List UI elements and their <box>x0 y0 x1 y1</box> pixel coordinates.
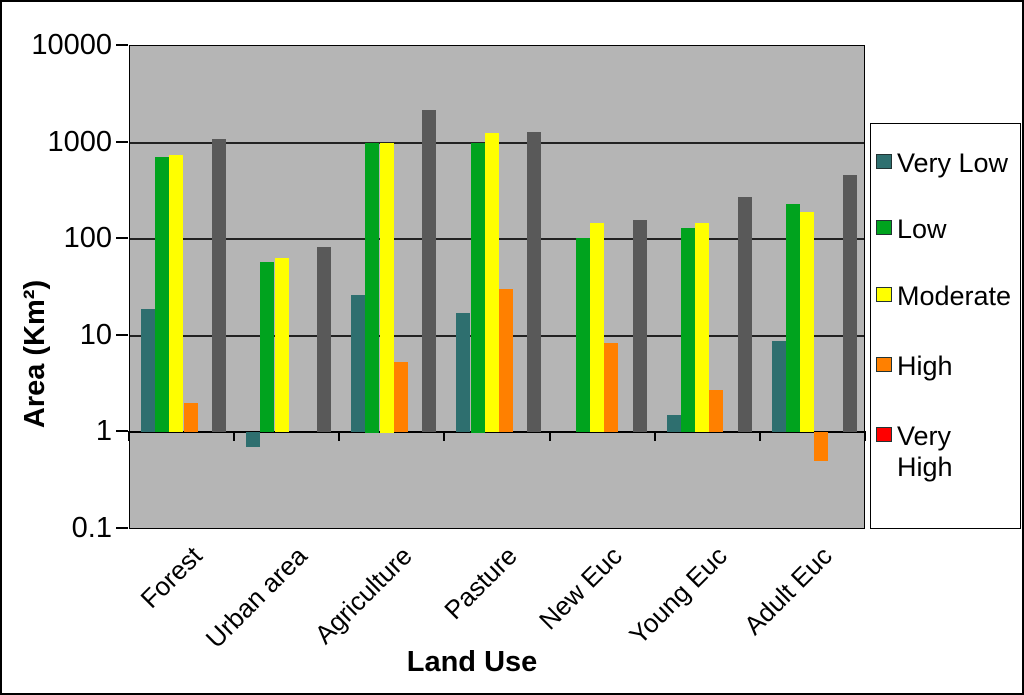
bar-low-forest <box>155 157 169 432</box>
bar-high-forest <box>184 403 198 432</box>
x-axis-tick-0 <box>128 431 130 441</box>
legend-item-moderate: Moderate <box>876 281 1011 312</box>
y-axis-tick-label-10000: 10000 <box>31 29 112 61</box>
y-axis-tick-label-1000: 1000 <box>47 126 112 158</box>
bar-unlabeled-young-euc <box>738 197 752 432</box>
bar-high-young-euc <box>709 390 723 432</box>
bar-low-pasture <box>471 143 485 433</box>
x-axis-title: Land Use <box>406 646 538 678</box>
bar-very-low-young-euc <box>667 415 681 432</box>
y-axis-tick-10 <box>116 334 128 336</box>
bar-very-low-adult-euc <box>772 341 786 432</box>
x-axis-tick-6 <box>759 431 761 441</box>
legend: Very Low Low Moderate High Very High <box>870 123 1021 529</box>
legend-item-very-low: Very Low <box>876 148 1008 179</box>
bar-low-new-euc <box>576 238 590 432</box>
bar-moderate-urban-area <box>275 258 289 432</box>
bar-high-agriculture <box>394 362 408 432</box>
bar-high-pasture <box>499 289 513 432</box>
legend-swatch-very-low <box>876 154 892 169</box>
x-axis-tick-3 <box>443 431 445 441</box>
y-axis-tick-100 <box>116 237 128 239</box>
x-axis-line <box>130 431 864 433</box>
x-axis-tick-1 <box>233 431 235 441</box>
bar-moderate-pasture <box>485 133 499 432</box>
bar-low-agriculture <box>365 143 379 433</box>
legend-label-moderate: Moderate <box>897 281 1012 311</box>
y-axis-tick-label-10: 10 <box>79 319 112 351</box>
y-axis-tick-label-100: 100 <box>63 222 112 254</box>
bar-moderate-adult-euc <box>800 212 814 432</box>
y-axis-tick-1 <box>116 430 128 432</box>
bar-unlabeled-forest <box>212 139 226 432</box>
bar-moderate-agriculture <box>380 143 394 433</box>
x-axis-tick-5 <box>654 431 656 441</box>
y-axis-tick-10000 <box>116 44 128 46</box>
y-axis-tick-label-1: 1 <box>95 415 112 447</box>
bar-very-low-forest <box>141 309 155 432</box>
legend-swatch-very-high <box>876 427 892 442</box>
bar-high-adult-euc <box>814 432 828 461</box>
legend-item-high: High <box>876 351 953 382</box>
x-axis-tick-7 <box>864 431 866 441</box>
legend-label-low: Low <box>897 214 947 244</box>
bar-low-urban-area <box>260 262 274 432</box>
bar-low-adult-euc <box>786 204 800 432</box>
plot-area <box>129 45 865 529</box>
legend-swatch-high <box>876 357 892 372</box>
bar-high-new-euc <box>604 343 618 432</box>
bar-very-low-pasture <box>456 313 470 432</box>
bar-low-young-euc <box>681 228 695 432</box>
bar-unlabeled-agriculture <box>422 110 436 432</box>
bar-unlabeled-pasture <box>527 132 541 432</box>
y-axis-tick-0.1 <box>116 527 128 529</box>
legend-item-very-high: Very High <box>876 421 967 483</box>
bar-unlabeled-urban-area <box>317 247 331 432</box>
y-axis-tick-1000 <box>116 141 128 143</box>
bar-unlabeled-adult-euc <box>843 175 857 432</box>
bar-moderate-new-euc <box>590 223 604 432</box>
bar-moderate-forest <box>169 155 183 432</box>
legend-label-high: High <box>897 351 953 381</box>
y-axis-tick-label-0.1: 0.1 <box>71 512 112 544</box>
legend-label-very-high: Very High <box>897 421 953 482</box>
bar-unlabeled-new-euc <box>633 220 647 432</box>
x-axis-tick-2 <box>338 431 340 441</box>
bar-very-low-urban-area <box>246 432 260 447</box>
bar-very-low-agriculture <box>351 295 365 432</box>
legend-label-very-low: Very Low <box>897 148 1009 178</box>
legend-swatch-moderate <box>876 287 892 302</box>
legend-swatch-low <box>876 220 892 235</box>
x-axis-tick-4 <box>549 431 551 441</box>
legend-item-low: Low <box>876 214 947 245</box>
bar-moderate-young-euc <box>695 223 709 432</box>
